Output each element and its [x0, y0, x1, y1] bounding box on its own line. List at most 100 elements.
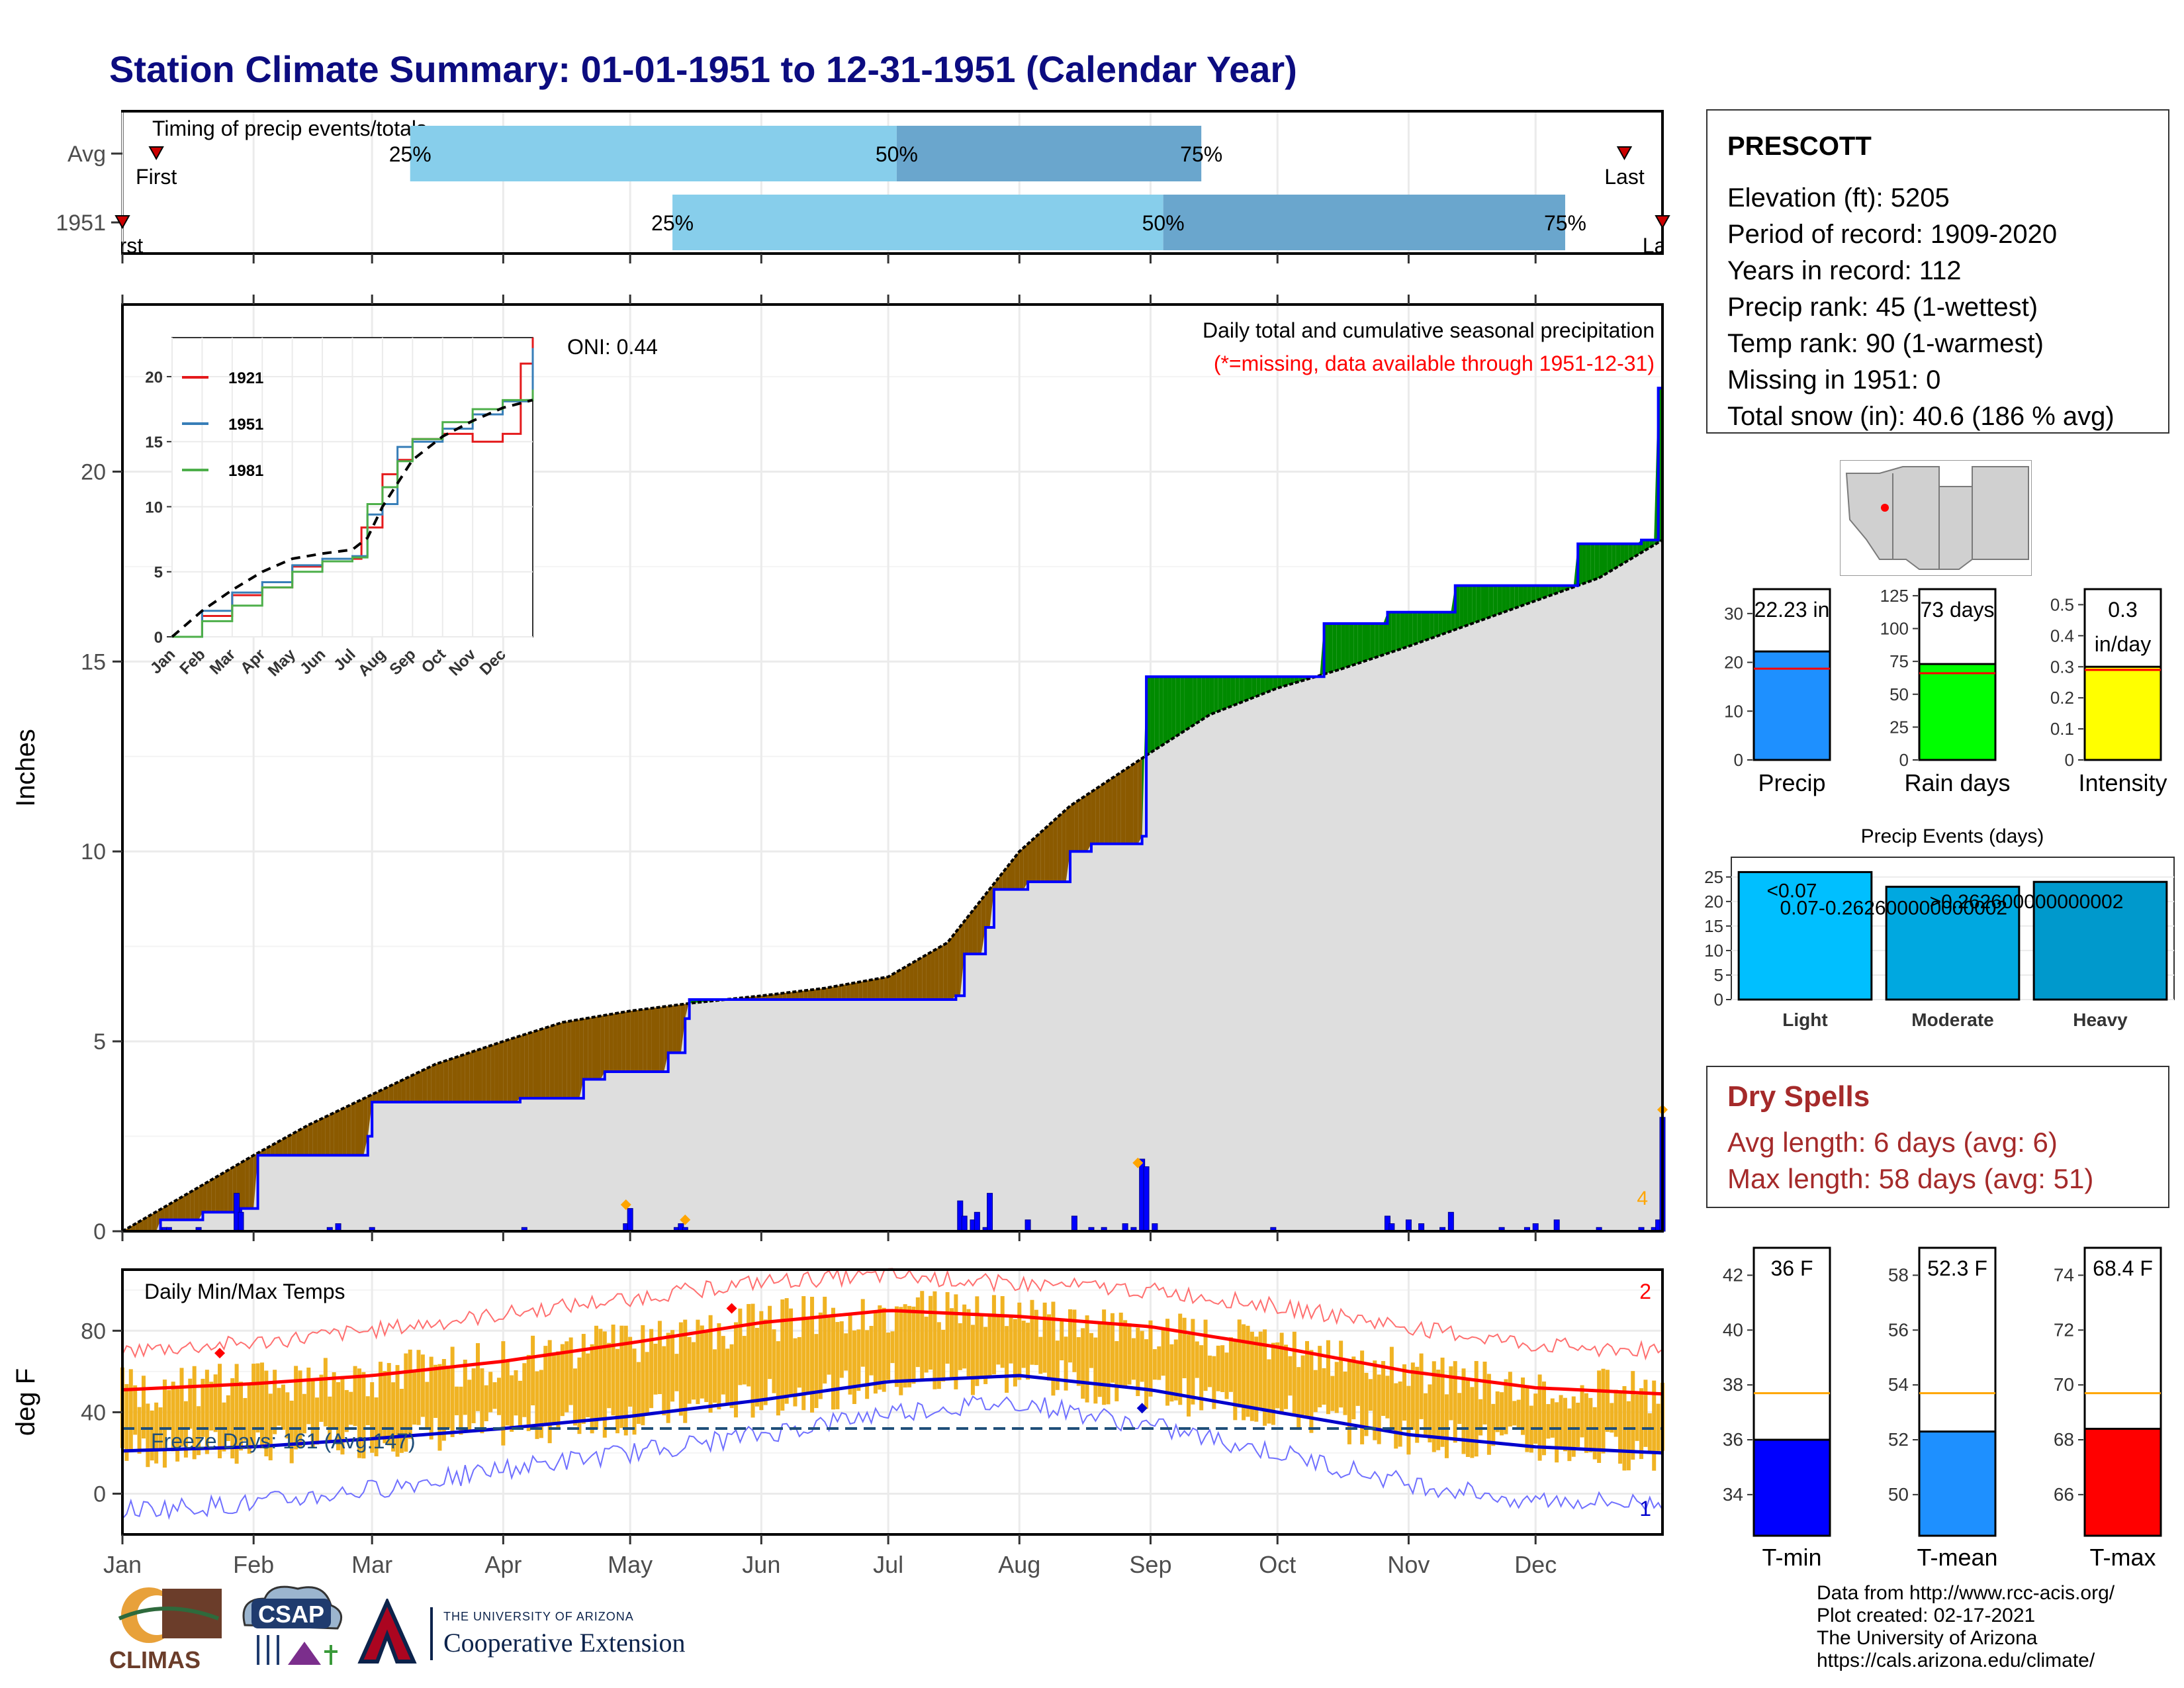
- deficit-segment: [583, 1017, 588, 1080]
- daily-temp-bar: [598, 1329, 603, 1419]
- daily-temp-bar: [133, 1385, 138, 1435]
- events-y-tick-label: 15: [1704, 916, 1723, 936]
- inset-y-tick-label: 20: [145, 369, 163, 387]
- deficit-segment: [643, 1008, 647, 1072]
- daily-temp-bar: [628, 1336, 633, 1407]
- daily-temp-bar: [1021, 1321, 1026, 1368]
- daily-temp-bar: [970, 1325, 975, 1395]
- precip-corner-note: 4: [1637, 1188, 1648, 1209]
- deficit-segment: [905, 964, 910, 1000]
- daily-temp-bar: [696, 1319, 700, 1405]
- daily-temp-bar: [1242, 1324, 1246, 1421]
- daily-temp-bar: [408, 1349, 412, 1439]
- tmin-chart: 34 36 38 40 42 36 F T-min: [1723, 1246, 1831, 1571]
- daily-temp-bar: [814, 1334, 819, 1409]
- deficit-segment: [431, 1064, 436, 1102]
- deficit-segment: [1062, 810, 1066, 882]
- surplus-segment: [1193, 677, 1197, 726]
- bar-y-tick-label: 0: [1899, 750, 1909, 770]
- daily-temp-bar: [1250, 1331, 1254, 1421]
- events-title: Precip Events (days): [1861, 825, 2044, 847]
- deficit-segment: [1125, 767, 1130, 844]
- daily-temp-bar: [670, 1330, 675, 1402]
- daily-temp-bar: [818, 1312, 823, 1399]
- events-y-tick-label: 20: [1704, 892, 1723, 912]
- daily-temp-bar: [1093, 1337, 1098, 1404]
- daily-temp-bar: [1508, 1372, 1512, 1427]
- deficit-segment: [177, 1197, 182, 1220]
- daily-temp-bar: [446, 1365, 451, 1429]
- daily-temp-bar: [560, 1344, 565, 1417]
- surplus-segment: [1341, 623, 1345, 669]
- deficit-segment: [1015, 851, 1020, 890]
- daily-temp-bar: [1173, 1339, 1178, 1401]
- surplus-segment: [1244, 677, 1248, 702]
- daily-temp-bar: [344, 1389, 349, 1432]
- daily-temp-bar: [1647, 1413, 1652, 1453]
- deficit-segment: [443, 1060, 449, 1102]
- bar-category-label: Precip: [1758, 769, 1825, 796]
- temp-corner-bottom: 1: [1639, 1497, 1651, 1521]
- surplus-segment: [1218, 677, 1223, 712]
- daily-temp-bar: [255, 1363, 260, 1432]
- daily-temp-bar: [1305, 1340, 1309, 1418]
- daily-temp-bar: [1017, 1302, 1022, 1380]
- surplus-segment: [1391, 612, 1396, 652]
- station-years: Years in record: 112: [1727, 256, 1962, 285]
- surplus-segment: [1205, 677, 1210, 718]
- event-bar-label: 0.07-0.262600000000002: [1780, 898, 2007, 919]
- inset-y-tick-label: 10: [145, 498, 163, 516]
- deficit-segment: [672, 1005, 677, 1053]
- daily-temp-bar: [218, 1364, 222, 1459]
- precip-y-tick-label: 15: [81, 649, 106, 675]
- daily-temp-bar: [1428, 1384, 1432, 1442]
- quartile-bar-lower: [410, 126, 897, 181]
- value-bar: [2083, 1427, 2162, 1537]
- daily-temp-bar: [882, 1307, 886, 1392]
- deficit-segment: [956, 926, 960, 996]
- bar-y-tick-label: 52: [1888, 1429, 1909, 1450]
- deficit-segment: [249, 1155, 254, 1209]
- deficit-segment: [296, 1129, 300, 1156]
- daily-temp-bar: [1123, 1320, 1128, 1387]
- daily-temp-bar: [958, 1323, 962, 1370]
- surplus-segment: [1612, 543, 1616, 571]
- bar-y-tick-label: 50: [1889, 684, 1909, 704]
- daily-temp-bar: [1580, 1385, 1584, 1438]
- daily-temp-bar: [899, 1307, 903, 1395]
- deficit-segment: [469, 1051, 474, 1102]
- daily-temp-bar: [991, 1295, 996, 1375]
- surplus-segment: [1527, 585, 1531, 604]
- daily-temp-bar: [357, 1368, 361, 1458]
- deficit-segment: [541, 1027, 546, 1099]
- deficit-segment: [850, 982, 854, 1000]
- month-label: Jan: [103, 1551, 142, 1578]
- surplus-segment: [1375, 623, 1379, 658]
- events-y-tick-label: 10: [1704, 941, 1723, 961]
- daily-temp-bar: [1207, 1355, 1212, 1387]
- daily-temp-bar: [1440, 1357, 1445, 1447]
- daily-temp-bar: [213, 1374, 218, 1432]
- last-event-marker: [1655, 215, 1670, 230]
- bar-category-label: T-mean: [1917, 1544, 1997, 1571]
- daily-temp-bar: [945, 1291, 950, 1364]
- daily-temp-bar: [632, 1348, 637, 1435]
- daily-temp-bar: [1614, 1389, 1618, 1437]
- daily-temp-bar: [1195, 1341, 1199, 1378]
- daily-temp-bar: [1368, 1379, 1373, 1411]
- daily-temp-bar: [565, 1341, 569, 1413]
- daily-temp-bar: [1410, 1362, 1415, 1430]
- daily-temp-bar: [556, 1351, 561, 1428]
- deficit-segment: [1112, 774, 1117, 844]
- daily-temp-bar: [586, 1353, 590, 1417]
- daily-temp-bar: [662, 1346, 666, 1416]
- deficit-segment: [537, 1029, 541, 1099]
- deficit-segment: [435, 1062, 440, 1102]
- temp-y-tick-label: 80: [81, 1319, 106, 1344]
- deficit-segment: [418, 1070, 423, 1102]
- surplus-segment: [1180, 677, 1185, 734]
- deficit-segment: [880, 977, 884, 1000]
- daily-temp-bar: [171, 1382, 175, 1452]
- surplus-segment: [1603, 543, 1608, 576]
- deficit-segment: [985, 888, 990, 927]
